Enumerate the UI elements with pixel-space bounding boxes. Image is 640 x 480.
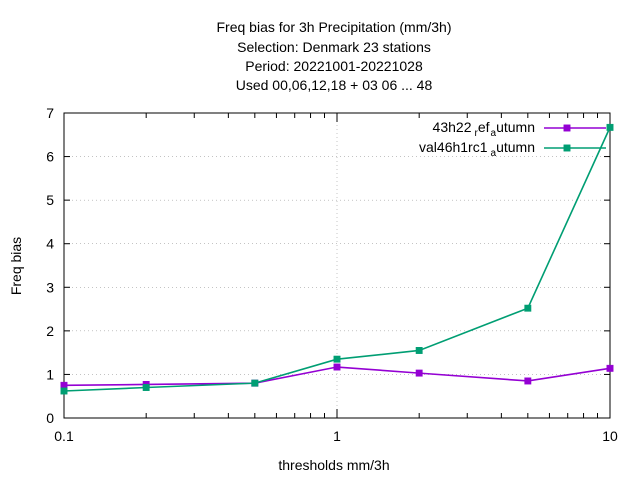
grid [64,113,610,418]
legend-label-series-2: val46h1rc1 autumn [419,139,535,159]
legend-sample-series-2 [544,144,606,152]
data-point-series-1 [524,377,532,385]
series-line-2 [63,127,611,392]
y-tick-label: 2 [46,323,54,339]
data-point-series-2 [142,384,150,391]
y-axis-label: Freq bias [8,237,24,295]
y-tick-label: 5 [46,192,54,208]
x-tick-label: 0.1 [54,428,74,444]
data-point-series-2 [524,304,532,312]
data-point-series-1 [606,364,614,372]
y-tick-label: 7 [46,105,54,121]
title-line-2: Selection: Denmark 23 stations [237,39,431,55]
title-line-1: Freq bias for 3h Precipitation (mm/3h) [217,19,452,35]
axis-ticks [63,112,611,419]
data-point-series-2 [606,123,614,131]
data-point-series-2 [415,347,423,354]
series-2 [60,123,614,395]
y-tick-label: 3 [46,279,54,295]
y-tick-label: 4 [46,236,54,252]
title-line-3: Period: 20221001-20221028 [245,58,423,74]
data-point-series-2 [60,387,68,395]
title-line-4: Used 00,06,12,18 + 03 06 ... 48 [236,77,433,93]
legend-sample-series-1 [544,124,606,132]
legend: 43h22 refautumn val46h1rc1 autumn [419,119,606,159]
tick-labels: 0 1 2 3 4 5 6 7 0.1 1 10 [46,105,618,444]
legend-marker-series-2 [563,144,571,152]
chart-title: Freq bias for 3h Precipitation (mm/3h) S… [217,19,452,93]
plot-frame [63,112,611,419]
data-point-series-1 [333,363,341,371]
y-tick-label: 6 [46,149,54,165]
data-point-series-2 [251,379,259,387]
legend-label-series-1: 43h22 refautumn [433,119,535,139]
series-layer [60,123,614,395]
data-point-series-2 [333,355,341,363]
legend-marker-series-1 [563,124,571,132]
y-tick-label: 0 [46,410,54,426]
y-tick-label: 1 [46,366,54,382]
x-tick-label: 1 [333,428,341,444]
x-tick-label: 10 [602,428,618,444]
x-axis-label: thresholds mm/3h [278,457,389,473]
data-point-series-1 [415,369,423,377]
